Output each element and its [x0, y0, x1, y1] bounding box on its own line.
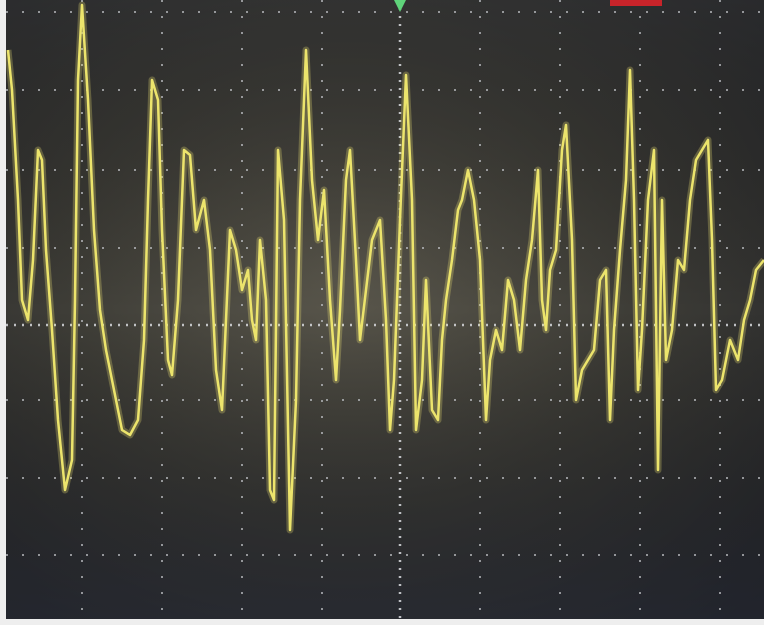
status-indicator: [610, 0, 662, 6]
waveform: [6, 3, 764, 532]
trigger-marker: [394, 0, 406, 12]
